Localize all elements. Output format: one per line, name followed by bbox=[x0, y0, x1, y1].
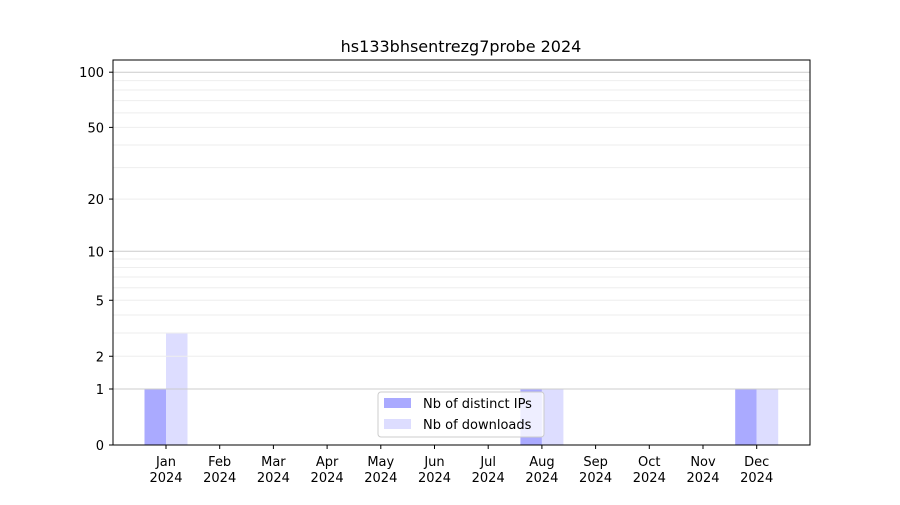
y-tick-label: 50 bbox=[87, 121, 104, 136]
bar-distinct-ips bbox=[144, 389, 166, 445]
legend-swatch bbox=[384, 419, 411, 429]
x-tick-label: Jul 2024 bbox=[472, 455, 505, 486]
legend-label: Nb of downloads bbox=[423, 418, 532, 433]
x-tick-label: Nov 2024 bbox=[686, 455, 719, 486]
bar-distinct-ips bbox=[735, 389, 757, 445]
x-tick-label: Mar 2024 bbox=[257, 455, 290, 486]
y-tick-label: 0 bbox=[96, 439, 104, 454]
x-tick-label: Sep 2024 bbox=[579, 455, 612, 486]
x-tick-label: Jun 2024 bbox=[418, 455, 451, 486]
legend: Nb of distinct IPs Nb of downloads bbox=[377, 391, 545, 438]
y-tick-label: 5 bbox=[96, 294, 104, 309]
x-tick-label: Apr 2024 bbox=[311, 455, 344, 486]
x-tick-label: Dec 2024 bbox=[740, 455, 773, 486]
legend-swatch bbox=[384, 398, 411, 408]
x-tick-label: Aug 2024 bbox=[525, 455, 558, 486]
x-tick-label: Oct 2024 bbox=[633, 455, 666, 486]
x-tick-label: May 2024 bbox=[364, 455, 397, 486]
y-tick-label: 10 bbox=[87, 245, 104, 260]
plot-frame bbox=[112, 59, 811, 446]
x-tick-label: Jan 2024 bbox=[149, 455, 182, 486]
legend-box bbox=[377, 391, 545, 438]
bar-downloads bbox=[541, 389, 564, 445]
chart-title: hs133bhsentrezg7probe 2024 bbox=[341, 37, 582, 56]
x-tick-label: Feb 2024 bbox=[203, 455, 236, 486]
y-tick-label: 2 bbox=[96, 350, 104, 365]
bar-downloads bbox=[756, 389, 779, 445]
legend-label: Nb of distinct IPs bbox=[423, 397, 532, 412]
y-tick-label: 20 bbox=[87, 193, 104, 208]
y-tick-label: 1 bbox=[96, 383, 104, 398]
y-tick-label: 100 bbox=[79, 66, 104, 81]
